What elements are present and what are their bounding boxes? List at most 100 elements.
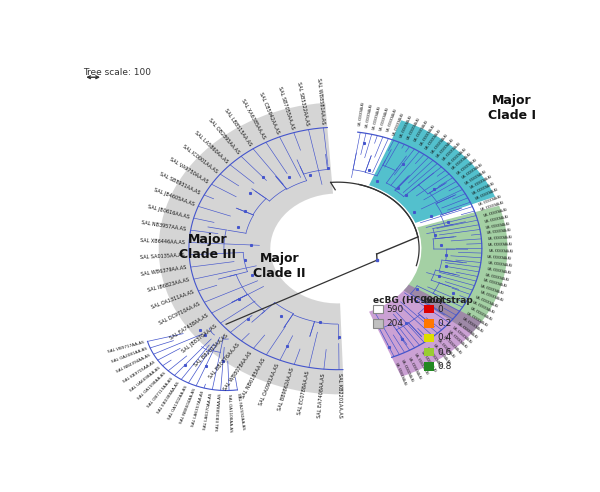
Text: SAL SB8931AA.AS: SAL SB8931AA.AS <box>159 171 201 196</box>
Text: SAL XXXXXXAA.AS: SAL XXXXXXAA.AS <box>372 106 382 130</box>
Text: SAL WB6379AA.AS: SAL WB6379AA.AS <box>140 265 187 277</box>
Text: Tree scale: 100: Tree scale: 100 <box>83 68 151 77</box>
Text: 0.8: 0.8 <box>438 362 452 371</box>
Wedge shape <box>404 206 508 334</box>
Text: SAL XXXXXXAA.AS: SAL XXXXXXAA.AS <box>475 295 499 308</box>
Text: SAL XXXXXXAA.AS: SAL XXXXXXAA.AS <box>480 201 505 213</box>
Text: SAL XXXXXXAA.AS: SAL XXXXXXAA.AS <box>488 243 512 247</box>
Text: SAL XB6446AA.AS: SAL XB6446AA.AS <box>140 238 185 245</box>
Text: SAL JB0616AA.AS: SAL JB0616AA.AS <box>147 204 190 219</box>
Text: 204: 204 <box>386 319 404 328</box>
Text: SAL BB0776AA.AS: SAL BB0776AA.AS <box>208 342 241 380</box>
Text: SAL VB9717AA.AS: SAL VB9717AA.AS <box>107 340 145 354</box>
Bar <box>424 334 434 342</box>
Wedge shape <box>369 120 495 223</box>
Text: SAL XXXXXXAA.AS: SAL XXXXXXAA.AS <box>457 321 478 339</box>
Text: SAL XXXXXXAA.AS: SAL XXXXXXAA.AS <box>452 325 473 344</box>
Text: SAL EA7438AA.AS: SAL EA7438AA.AS <box>169 313 209 341</box>
Text: SAL XXXXXXAA.AS: SAL XXXXXXAA.AS <box>472 301 495 314</box>
Text: SAL BB9862AA.AS: SAL BB9862AA.AS <box>277 368 295 411</box>
Text: 0.6: 0.6 <box>438 348 452 357</box>
Text: SAL CB5942AA.AS: SAL CB5942AA.AS <box>258 91 280 134</box>
Text: SAL XXXXXXAA.AS: SAL XXXXXXAA.AS <box>407 117 421 140</box>
Text: SAL XXXXXXAA.AS: SAL XXXXXXAA.AS <box>358 102 365 126</box>
Text: SAL WB8078AA.AS: SAL WB8078AA.AS <box>223 350 253 391</box>
Text: SAL XXXXXXAA.AS: SAL XXXXXXAA.AS <box>490 249 514 254</box>
Text: SAL XA6385AA.AS: SAL XA6385AA.AS <box>240 98 266 140</box>
Text: SAL LA6357AA.AS: SAL LA6357AA.AS <box>191 391 205 428</box>
Text: SAL XXXXXXAA.AS: SAL XXXXXXAA.AS <box>425 346 443 368</box>
Text: SAL SA0135AA.AS: SAL SA0135AA.AS <box>140 252 185 260</box>
Text: SAL OA1311AA.AS: SAL OA1311AA.AS <box>151 290 195 310</box>
Text: SAL XXXXXXAA.AS: SAL XXXXXXAA.AS <box>461 163 483 180</box>
Text: SAL VA9750AA.AS: SAL VA9750AA.AS <box>169 156 209 184</box>
Wedge shape <box>159 103 344 394</box>
Bar <box>373 319 383 328</box>
Text: SAL XXXXXXAA.AS: SAL XXXXXXAA.AS <box>386 109 398 133</box>
Text: SAL XXXXXXAA.AS: SAL XXXXXXAA.AS <box>413 120 429 143</box>
Text: SAL XXXXXXAA.AS: SAL XXXXXXAA.AS <box>446 148 467 167</box>
Text: SAL SB5322AA.AS: SAL SB5322AA.AS <box>296 82 310 126</box>
Text: SAL XXXXXXAA.AS: SAL XXXXXXAA.AS <box>442 335 462 355</box>
Text: SAL XXXXXXAA.AS: SAL XXXXXXAA.AS <box>436 138 455 158</box>
Text: SAL XXXXXXAA.AS: SAL XXXXXXAA.AS <box>430 133 449 154</box>
Text: SAL SB7055AA.AS: SAL SB7055AA.AS <box>277 86 295 130</box>
Text: SAL XXXXXXAA.AS: SAL XXXXXXAA.AS <box>365 103 374 128</box>
Text: SAL OA0901AA.AS: SAL OA0901AA.AS <box>259 363 280 406</box>
Text: SAL XXXXXXAA.AS: SAL XXXXXXAA.AS <box>456 158 478 176</box>
Text: SAL XXXXXXAA.AS: SAL XXXXXXAA.AS <box>407 356 422 379</box>
Text: SAL XXXXXXAA.AS: SAL XXXXXXAA.AS <box>478 194 502 207</box>
Text: 0.2: 0.2 <box>438 319 452 328</box>
Text: SAL XXXXXXAA.AS: SAL XXXXXXAA.AS <box>488 261 512 268</box>
Text: SAL OA1108AA.AS: SAL OA1108AA.AS <box>227 394 233 431</box>
Text: SAL XXXXXXAA.AS: SAL XXXXXXAA.AS <box>452 153 472 171</box>
Text: SAL JB4605AA.AS: SAL JB4605AA.AS <box>152 188 195 207</box>
Text: SAL NB4394AA.AS: SAL NB4394AA.AS <box>116 354 151 374</box>
Text: 0.4: 0.4 <box>438 334 452 342</box>
Text: SAL XXXXXXAA.AS: SAL XXXXXXAA.AS <box>400 115 413 139</box>
Text: SAL OA1598AA.AS: SAL OA1598AA.AS <box>137 371 167 401</box>
Text: SAL IC0001AA.AS: SAL IC0001AA.AS <box>181 144 218 174</box>
Text: SAL XXXXXXAA.AS: SAL XXXXXXAA.AS <box>480 284 504 295</box>
Text: SAL XXXXXXAA.AS: SAL XXXXXXAA.AS <box>393 113 406 136</box>
Text: SAL XXXXXXAA.AS: SAL XXXXXXAA.AS <box>469 175 492 190</box>
Text: SAL XXXXXXAA.AS: SAL XXXXXXAA.AS <box>485 222 509 230</box>
Text: SAL XXXXXXAA.AS: SAL XXXXXXAA.AS <box>487 267 511 275</box>
Text: SAL XXXXXXAA.AS: SAL XXXXXXAA.AS <box>470 307 493 322</box>
Text: SAL EC0788AA.AS: SAL EC0788AA.AS <box>297 370 310 415</box>
Text: Major
Clade III: Major Clade III <box>179 233 236 261</box>
Text: SAL DC9710AA.AS: SAL DC9710AA.AS <box>158 302 202 326</box>
Text: SAL KB2201AA.AS: SAL KB2201AA.AS <box>337 373 342 418</box>
Text: SAL BB2013AA.AS: SAL BB2013AA.AS <box>193 333 229 368</box>
Text: SAL XXXXXXAA.AS: SAL XXXXXXAA.AS <box>425 129 442 151</box>
Text: SAL XXXXXXAA.AS: SAL XXXXXXAA.AS <box>485 273 509 282</box>
Text: 0: 0 <box>438 305 443 313</box>
Text: SAL XXXXXXAA.AS: SAL XXXXXXAA.AS <box>461 316 483 333</box>
Bar <box>373 305 383 313</box>
Text: SAL NB3957AA.AS: SAL NB3957AA.AS <box>141 220 187 232</box>
Text: SAL EB0388AA.AS: SAL EB0388AA.AS <box>157 381 181 415</box>
Text: SAL JB8370AA.AS: SAL JB8370AA.AS <box>181 323 218 354</box>
Bar <box>424 305 434 313</box>
Text: SAL EB3588AA.AS: SAL EB3588AA.AS <box>216 393 223 431</box>
Text: SAL NB8604AA.AS: SAL NB8604AA.AS <box>179 388 197 425</box>
Text: SAL XXXXXXAA.AS: SAL XXXXXXAA.AS <box>479 290 503 303</box>
Bar <box>424 348 434 356</box>
Text: 590: 590 <box>386 305 404 313</box>
Text: SAL XXXXXXAA.AS: SAL XXXXXXAA.AS <box>488 236 512 242</box>
Bar <box>424 319 434 328</box>
Text: SAL NB6185AA.AS: SAL NB6185AA.AS <box>240 357 266 399</box>
Text: SAL EA7408AA.AS: SAL EA7408AA.AS <box>317 373 326 418</box>
Text: SAL LA6370AA.AS: SAL LA6370AA.AS <box>203 392 214 430</box>
Text: SAL FA2592AA.AS: SAL FA2592AA.AS <box>236 393 245 430</box>
Text: SAL XXXXXXAA.AS: SAL XXXXXXAA.AS <box>432 343 450 365</box>
Bar <box>424 363 434 371</box>
Text: SAL LA5860AA.AS: SAL LA5860AA.AS <box>193 130 229 164</box>
Text: SAL XXXXXXAA.AS: SAL XXXXXXAA.AS <box>442 142 462 162</box>
Text: SAL XXXXXXAA.AS: SAL XXXXXXAA.AS <box>482 278 506 288</box>
Text: SAL XXXXXXAA.AS: SAL XXXXXXAA.AS <box>487 229 511 236</box>
Text: SAL XXXXXXAA.AS: SAL XXXXXXAA.AS <box>436 338 455 359</box>
Text: SAL XXXXXXAA.AS: SAL XXXXXXAA.AS <box>447 330 467 349</box>
Text: SAL XXXXXXAA.AS: SAL XXXXXXAA.AS <box>485 215 509 224</box>
Text: SAL XXXXXXAA.AS: SAL XXXXXXAA.AS <box>484 208 508 218</box>
